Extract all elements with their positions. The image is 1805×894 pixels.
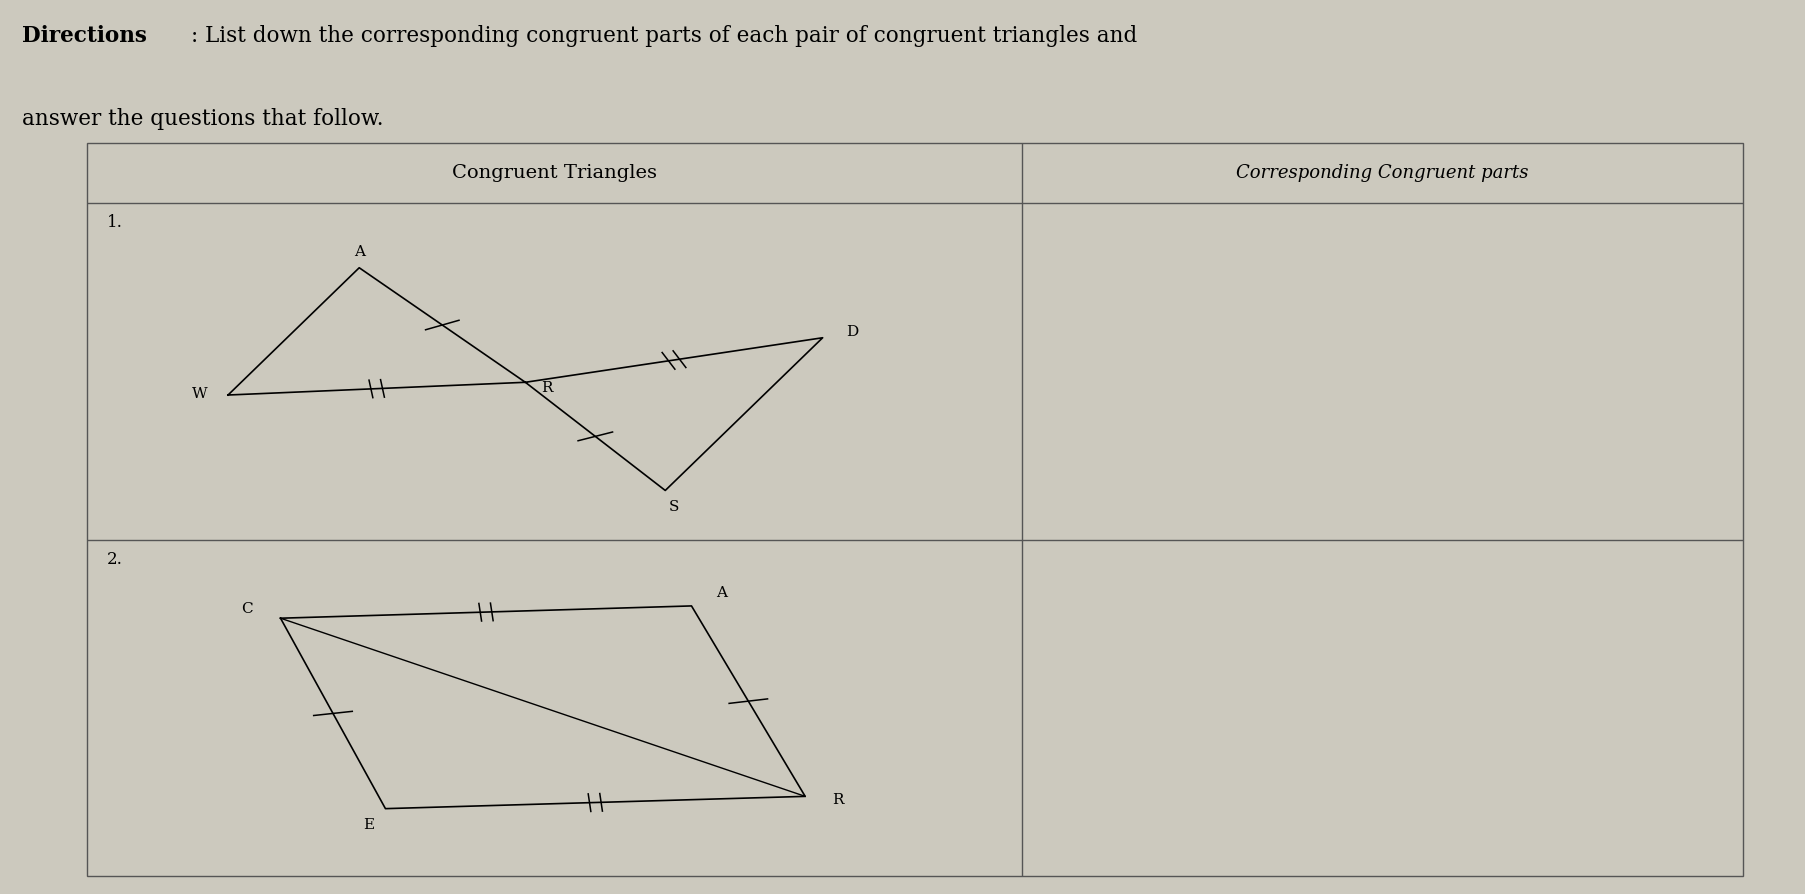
Text: Congruent Triangles: Congruent Triangles — [451, 164, 657, 182]
Text: C: C — [242, 603, 253, 616]
Text: A: A — [354, 245, 365, 258]
Text: : List down the corresponding congruent parts of each pair of congruent triangle: : List down the corresponding congruent … — [191, 25, 1137, 47]
Text: W: W — [191, 386, 208, 401]
Text: Directions: Directions — [22, 25, 146, 47]
Text: R: R — [542, 381, 552, 395]
Text: R: R — [832, 793, 843, 807]
Text: S: S — [668, 500, 679, 513]
Text: E: E — [363, 818, 374, 831]
Text: Corresponding Congruent parts: Corresponding Congruent parts — [1236, 164, 1529, 182]
Text: answer the questions that follow.: answer the questions that follow. — [22, 108, 383, 131]
Text: 1.: 1. — [106, 215, 123, 232]
Text: A: A — [715, 586, 726, 600]
Text: D: D — [847, 325, 857, 339]
Text: 2.: 2. — [106, 551, 123, 568]
